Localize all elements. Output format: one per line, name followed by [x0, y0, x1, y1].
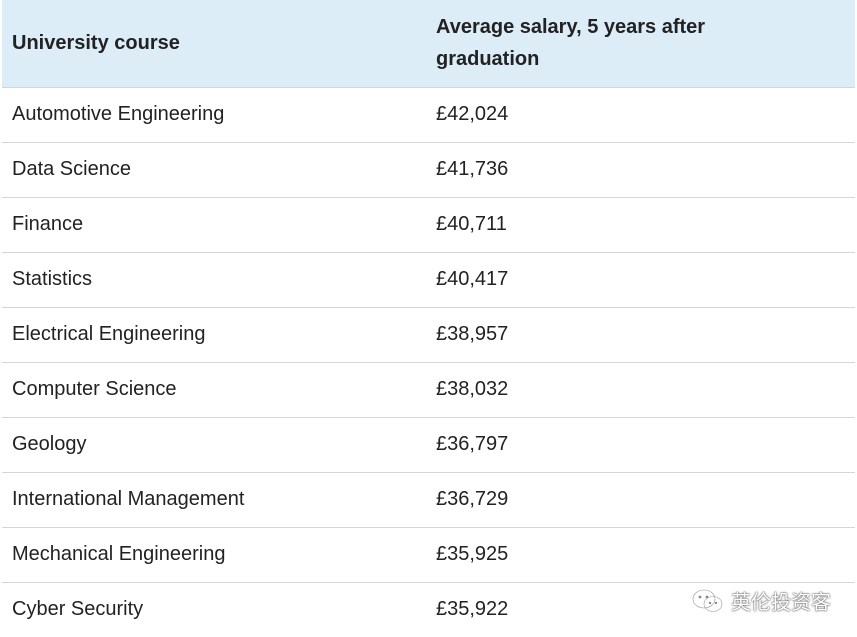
- table-row: Data Science £41,736: [2, 142, 855, 197]
- course-cell: Automotive Engineering: [12, 103, 225, 125]
- table-row: Mechanical Engineering £35,925: [2, 527, 855, 582]
- table-header-row: University course Average salary, 5 year…: [2, 0, 855, 87]
- salary-cell: £41,736: [436, 158, 509, 180]
- table-row: Electrical Engineering £38,957: [2, 307, 855, 362]
- course-cell: Cyber Security: [12, 598, 144, 621]
- header-average-salary: Average salary, 5 years after graduation: [436, 16, 706, 71]
- course-cell: Data Science: [12, 158, 131, 180]
- salary-cell: £35,925: [436, 543, 509, 565]
- salary-cell: £40,417: [436, 268, 509, 290]
- watermark-text: 英伦投资客: [731, 590, 831, 614]
- salary-cell: £35,922: [436, 598, 509, 621]
- course-cell: Computer Science: [12, 378, 177, 400]
- salary-cell: £36,797: [436, 433, 509, 455]
- salary-cell: £42,024: [436, 103, 509, 125]
- table-row: Statistics £40,417: [2, 252, 855, 307]
- table-row: Automotive Engineering £42,024: [2, 87, 855, 142]
- wechat-icon: [691, 588, 725, 614]
- course-cell: Mechanical Engineering: [12, 543, 226, 565]
- course-cell: Electrical Engineering: [12, 323, 206, 345]
- table-row: Finance £40,711: [2, 197, 855, 252]
- salary-cell: £36,729: [436, 488, 509, 510]
- table-row: International Management £36,729: [2, 472, 855, 527]
- course-cell: International Management: [12, 488, 245, 510]
- table-row: Computer Science £38,032: [2, 362, 855, 417]
- table-row: Geology £36,797: [2, 417, 855, 472]
- header-university-course: University course: [12, 32, 180, 55]
- salary-cell: £38,957: [436, 323, 509, 345]
- table-row: Cyber Security £35,922: [2, 582, 855, 637]
- course-cell: Geology: [12, 433, 87, 455]
- course-cell: Finance: [12, 213, 84, 235]
- watermark: 英伦投资客: [691, 586, 831, 615]
- salary-cell: £38,032: [436, 378, 509, 400]
- salary-cell: £40,711: [436, 213, 507, 235]
- course-cell: Statistics: [12, 268, 93, 290]
